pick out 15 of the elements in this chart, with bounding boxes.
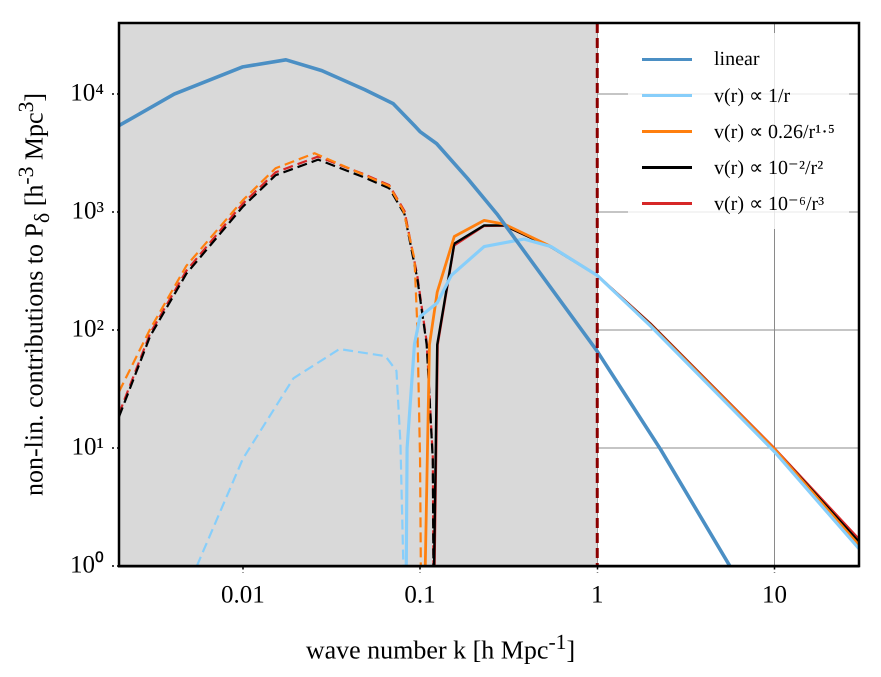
legend-label: linear bbox=[714, 48, 760, 70]
x-tick-label: 0.01 bbox=[220, 582, 265, 609]
y-tick-label: 10⁰ bbox=[70, 550, 104, 579]
x-tick-label: 1 bbox=[591, 582, 604, 609]
y-tick-label: 10² bbox=[72, 316, 104, 343]
y-tick-label: 10¹ bbox=[72, 434, 104, 461]
y-tick-label: 10⁴ bbox=[70, 80, 104, 107]
x-tick-label: 0.1 bbox=[404, 582, 436, 609]
legend-label: v(r) ∝ 10⁻²/r² bbox=[714, 156, 824, 180]
legend-label: v(r) ∝ 1/r bbox=[714, 84, 790, 108]
x-tick-label: 10 bbox=[762, 582, 787, 609]
x-axis-title: wave number k [h Mpc$^{-1}$] bbox=[304, 630, 576, 666]
y-tick-label: 10³ bbox=[72, 198, 104, 225]
legend-label: v(r) ∝ 10⁻⁶/r³ bbox=[714, 192, 824, 216]
legend-label: v(r) ∝ 0.26/r¹·⁵ bbox=[714, 120, 835, 144]
